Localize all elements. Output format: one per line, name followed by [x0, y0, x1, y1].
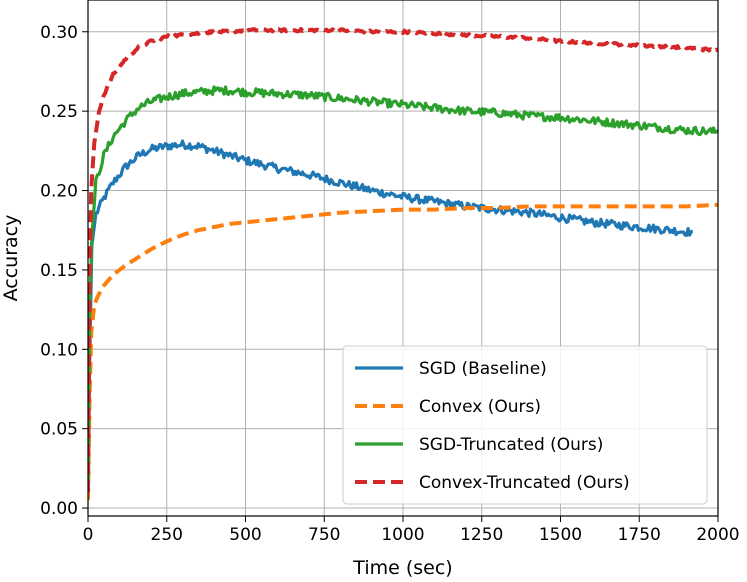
- y-tick-label: 0.00: [40, 499, 78, 519]
- x-tick-label: 750: [308, 525, 340, 545]
- x-tick-label: 1750: [618, 525, 661, 545]
- legend-label: SGD (Baseline): [419, 359, 547, 379]
- y-tick-label: 0.20: [40, 182, 78, 202]
- x-tick-label: 0: [83, 525, 94, 545]
- series-line: [88, 202, 718, 501]
- y-tick-label: 0.30: [40, 23, 78, 43]
- series-line: [88, 139, 693, 501]
- legend: SGD (Baseline) Convex (Ours) SGD-Truncated…: [342, 345, 708, 505]
- x-tick-label: 1250: [460, 525, 503, 545]
- x-axis-label: Time (sec): [352, 557, 452, 579]
- legend-label: Convex-Truncated (Ours): [419, 473, 630, 493]
- x-tick-label: 1000: [381, 525, 424, 545]
- series-layer: [88, 27, 718, 501]
- y-tick-label: 0.05: [40, 420, 78, 440]
- grid: [87, 0, 719, 516]
- legend-label: SGD-Truncated (Ours): [419, 435, 603, 455]
- y-tick-label: 0.15: [40, 261, 78, 281]
- legend-label: Convex (Ours): [419, 397, 541, 417]
- x-tick-label: 1500: [539, 525, 582, 545]
- series-line: [88, 27, 718, 493]
- x-tick-label: 2000: [696, 525, 739, 545]
- y-tick-label: 0.25: [40, 102, 78, 122]
- legend-box: [342, 345, 708, 505]
- y-tick-label: 0.10: [40, 340, 78, 360]
- series-line: [88, 85, 718, 493]
- x-tick-label: 250: [151, 525, 183, 545]
- y-axis-label: Accuracy: [0, 215, 22, 302]
- x-tick-label: 500: [229, 525, 261, 545]
- axis-ticks: 0 250 500 750 1000 1250 1500 1750 2000 0.00 0.05 0.…: [40, 23, 739, 545]
